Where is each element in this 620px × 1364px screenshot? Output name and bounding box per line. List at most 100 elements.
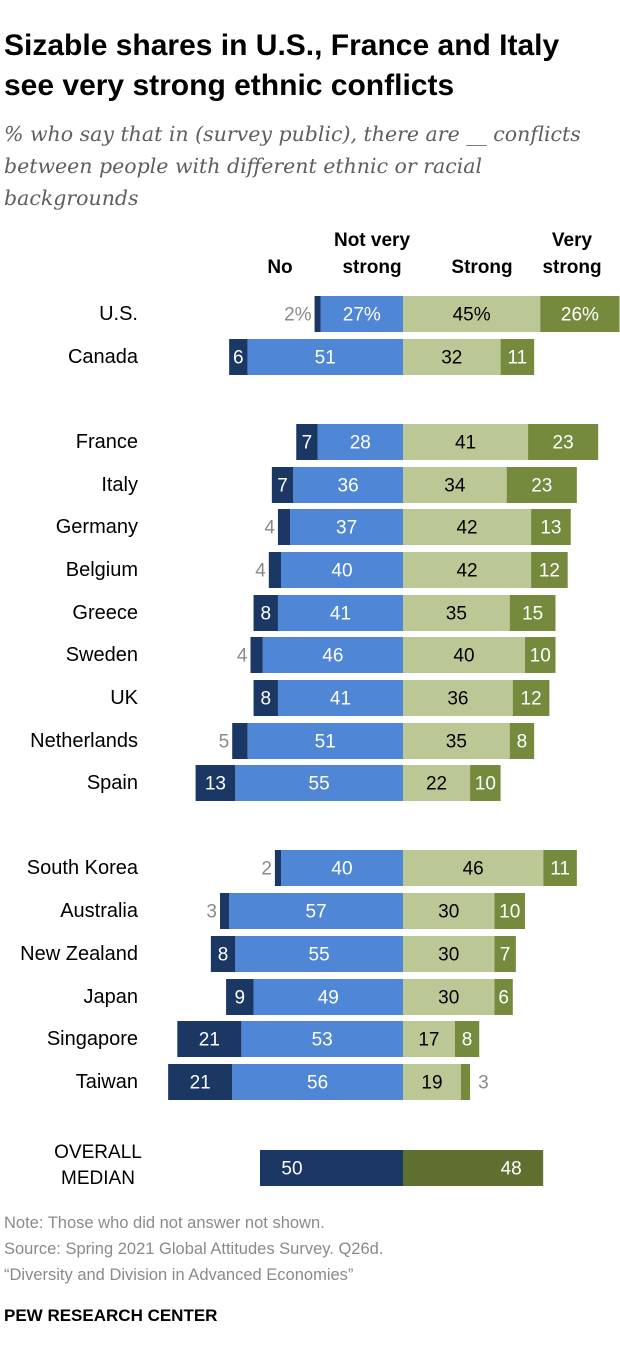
value-no-germany: 4 <box>264 518 275 539</box>
column-header-not-very-strong-line1: Not very <box>333 230 411 251</box>
bar-strong-uk <box>403 680 513 716</box>
overall-median-label-line2: MEDIAN <box>61 1168 135 1189</box>
bar-very-strong-spain <box>470 765 501 801</box>
row-label-france: France <box>75 431 138 453</box>
value-very-strong-sweden: 10 <box>530 646 551 667</box>
value-no-taiwan: 21 <box>190 1073 211 1094</box>
value-very-strong-canada: 11 <box>508 348 528 369</box>
value-no-sweden: 4 <box>237 646 248 667</box>
row-label-taiwan: Taiwan <box>75 1071 138 1093</box>
bar-very-strong-japan <box>494 979 513 1015</box>
value-strong-germany: 42 <box>456 518 477 539</box>
value-very-strong-belgium: 12 <box>539 561 560 582</box>
value-strong-japan: 30 <box>438 988 459 1009</box>
bar-not-very-strong-australia <box>229 893 403 929</box>
bar-not-very-strong-singapore <box>241 1021 403 1057</box>
value-very-strong-uk: 12 <box>521 689 542 710</box>
value-strong-uk: 36 <box>447 689 468 710</box>
bar-no-south-korea <box>274 850 281 886</box>
value-not-very-strong-greece: 41 <box>330 604 351 625</box>
bar-very-strong-south-korea <box>543 850 577 886</box>
value-no-france: 7 <box>302 433 313 454</box>
bar-not-very-strong-france <box>317 424 403 460</box>
value-very-strong-italy: 23 <box>531 476 552 497</box>
value-strong-greece: 35 <box>446 604 467 625</box>
value-no-belgium: 4 <box>255 561 266 582</box>
bar-strong-germany <box>403 509 532 545</box>
overall-median-label-line1: OVERALL <box>54 1142 142 1163</box>
value-not-very-strong-italy: 36 <box>338 476 359 497</box>
value-strong-netherlands: 35 <box>446 732 467 753</box>
row-label-spain: Spain <box>86 772 138 794</box>
bar-not-very-strong-spain <box>235 765 403 801</box>
value-very-strong-singapore: 8 <box>462 1030 473 1051</box>
value-very-strong-netherlands: 8 <box>517 732 528 753</box>
bar-no-new-zealand <box>210 936 236 972</box>
column-header-not-very-strong: Not very strong <box>310 227 434 281</box>
value-not-very-strong-uk: 41 <box>330 689 351 710</box>
median-bar-right <box>403 1150 544 1186</box>
row-label-sweden: Sweden <box>65 644 138 666</box>
value-not-very-strong-belgium: 40 <box>331 561 352 582</box>
value-strong-u-s: 45% <box>453 305 491 326</box>
value-no-netherlands: 5 <box>219 732 230 753</box>
bar-very-strong-canada <box>500 339 535 375</box>
row-label-greece: Greece <box>72 602 138 624</box>
bar-not-very-strong-new-zealand <box>235 936 403 972</box>
bar-not-very-strong-belgium <box>281 552 403 588</box>
value-strong-sweden: 40 <box>453 646 474 667</box>
bar-no-germany <box>277 509 291 545</box>
column-header-very-strong-line2: strong <box>542 257 602 278</box>
value-not-very-strong-south-korea: 40 <box>331 859 352 880</box>
bar-very-strong-new-zealand <box>494 936 516 972</box>
bar-strong-taiwan <box>403 1064 461 1100</box>
bar-not-very-strong-italy <box>293 467 403 503</box>
column-header-very-strong: Very strong <box>530 227 614 281</box>
value-very-strong-germany: 13 <box>540 518 561 539</box>
value-strong-spain: 22 <box>426 774 447 795</box>
column-header-not-very-strong-line2: strong <box>342 257 402 278</box>
bar-strong-singapore <box>403 1021 455 1057</box>
bar-no-italy <box>271 467 294 503</box>
bar-very-strong-netherlands <box>509 723 535 759</box>
value-no-spain: 13 <box>205 774 226 795</box>
value-strong-canada: 32 <box>441 348 462 369</box>
row-label-south-korea: South Korea <box>26 857 138 879</box>
value-strong-france: 41 <box>455 433 476 454</box>
value-not-very-strong-u-s: 27% <box>343 305 381 326</box>
value-very-strong-australia: 10 <box>499 902 520 923</box>
bar-no-u-s <box>314 296 321 332</box>
bar-no-belgium <box>268 552 281 588</box>
bar-no-spain <box>195 765 236 801</box>
bar-no-canada <box>229 339 248 375</box>
chart-title: Sizable shares in U.S., France and Italy… <box>4 29 560 102</box>
value-not-very-strong-germany: 37 <box>336 518 357 539</box>
median-bar-left <box>260 1150 403 1186</box>
bar-no-taiwan <box>168 1064 233 1100</box>
median-value-left: 50 <box>281 1159 302 1180</box>
value-very-strong-new-zealand: 7 <box>500 945 511 966</box>
row-label-italy: Italy <box>101 474 138 496</box>
bar-strong-spain <box>403 765 471 801</box>
bar-not-very-strong-uk <box>277 680 403 716</box>
bar-strong-italy <box>403 467 507 503</box>
column-header-very-strong-line1: Very <box>551 230 593 251</box>
value-very-strong-taiwan: 3 <box>478 1073 489 1094</box>
bar-not-very-strong-south-korea <box>281 850 403 886</box>
value-very-strong-france: 23 <box>553 433 574 454</box>
value-very-strong-south-korea: 11 <box>550 859 570 880</box>
value-not-very-strong-canada: 51 <box>315 348 336 369</box>
row-label-uk: UK <box>110 687 138 709</box>
row-label-germany: Germany <box>55 516 138 538</box>
value-strong-belgium: 42 <box>456 561 477 582</box>
bar-strong-netherlands <box>403 723 510 759</box>
bar-no-australia <box>220 893 230 929</box>
column-header-no-text: No <box>267 257 293 278</box>
report-text: “Diversity and Division in Advanced Econ… <box>4 1266 354 1284</box>
value-not-very-strong-sweden: 46 <box>322 646 343 667</box>
bar-not-very-strong-sweden <box>262 637 403 673</box>
value-strong-new-zealand: 30 <box>438 945 459 966</box>
source-text: Source: Spring 2021 Global Attitudes Sur… <box>4 1240 384 1258</box>
bar-very-strong-taiwan <box>460 1064 471 1100</box>
